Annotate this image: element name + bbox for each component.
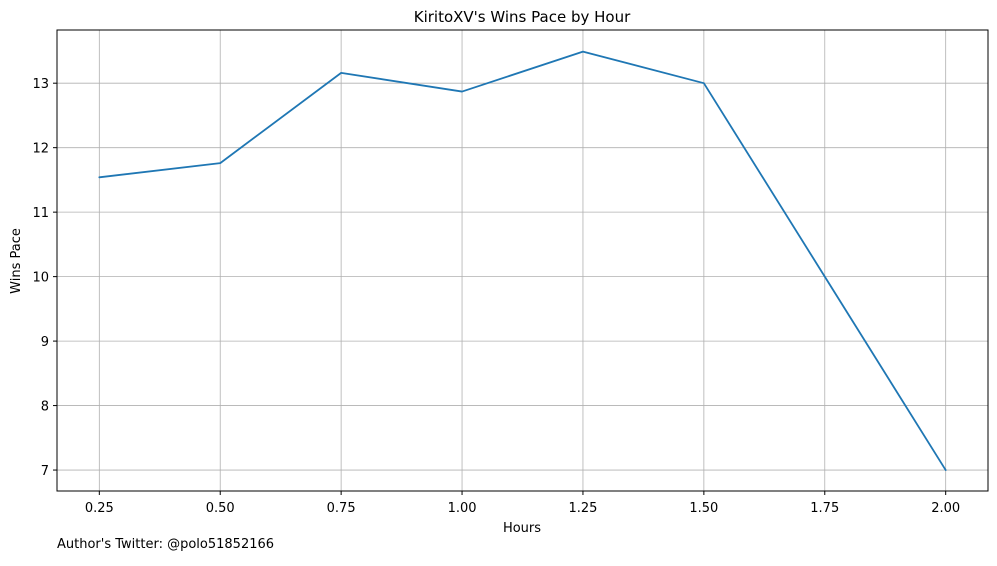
x-tick-label: 1.00 (448, 501, 477, 516)
y-tick-label: 12 (32, 142, 49, 157)
series-layer (99, 52, 945, 470)
y-tick-label: 10 (32, 271, 49, 286)
y-axis-label: Wins Pace (9, 228, 24, 294)
series-line (99, 52, 945, 470)
y-tick-label: 9 (41, 335, 49, 350)
y-axis-ticks: 7 8 9 10 11 12 13 (32, 77, 57, 479)
chart-title: KiritoXV's Wins Pace by Hour (414, 8, 631, 26)
x-tick-label: 0.25 (85, 501, 114, 516)
x-tick-label: 2.00 (931, 501, 960, 516)
y-tick-label: 13 (32, 77, 49, 92)
y-tick-label: 8 (41, 400, 49, 415)
plot-frame (57, 30, 988, 491)
x-axis-ticks: 0.25 0.50 0.75 1.00 1.25 1.50 1.75 2.00 (85, 491, 960, 516)
x-axis-label: Hours (503, 521, 541, 536)
x-tick-label: 0.50 (206, 501, 235, 516)
author-note: Author's Twitter: @polo51852166 (57, 537, 274, 552)
x-tick-label: 1.50 (689, 501, 718, 516)
grid-lines (57, 30, 988, 491)
x-tick-label: 0.75 (327, 501, 356, 516)
x-tick-label: 1.75 (810, 501, 839, 516)
y-tick-label: 11 (32, 206, 49, 221)
y-tick-label: 7 (41, 464, 49, 479)
x-tick-label: 1.25 (568, 501, 597, 516)
